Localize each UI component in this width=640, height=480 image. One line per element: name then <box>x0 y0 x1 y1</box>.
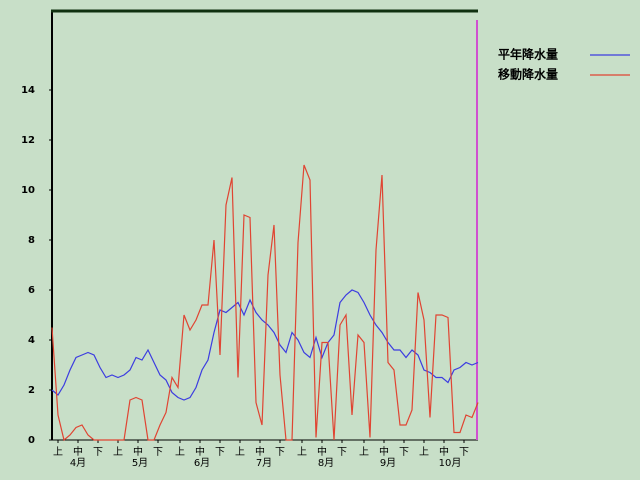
y-tick-label: 2 <box>28 385 35 396</box>
y-tick-label: 6 <box>28 285 35 296</box>
x-tick-label: 上 <box>419 446 429 458</box>
y-tick-label: 12 <box>21 135 35 146</box>
legend-label: 移動降水量 <box>498 67 558 82</box>
x-tick-label: 下 <box>337 447 347 458</box>
series-line <box>51 164 479 442</box>
x-tick-label: 下 <box>215 447 225 458</box>
month-label: 5月 <box>132 457 148 469</box>
x-tick-label: 上 <box>53 446 63 458</box>
legend-label: 平年降水量 <box>498 47 558 62</box>
x-tick-label: 下 <box>399 447 409 458</box>
x-tick-label: 上 <box>359 446 369 458</box>
x-tick-label: 上 <box>175 446 185 458</box>
x-tick-label: 上 <box>235 446 245 458</box>
y-tick-label: 0 <box>28 435 35 446</box>
x-tick-label: 中 <box>255 445 265 458</box>
x-tick-label: 中 <box>317 445 327 458</box>
y-tick-label: 14 <box>21 85 35 96</box>
month-label: 8月 <box>318 457 334 469</box>
x-tick-label: 下 <box>153 447 163 458</box>
x-tick-label: 中 <box>73 445 83 458</box>
x-tick-label: 中 <box>133 445 143 458</box>
x-tick-label: 下 <box>275 447 285 458</box>
month-label: 6月 <box>194 457 210 469</box>
month-label: 9月 <box>380 457 396 469</box>
series-line <box>51 289 479 401</box>
month-label: 7月 <box>256 457 272 469</box>
y-tick-label: 8 <box>28 235 35 246</box>
y-tick-label: 4 <box>28 335 35 346</box>
x-tick-label: 中 <box>439 445 449 458</box>
y-tick-label: 10 <box>21 185 35 196</box>
x-tick-label: 中 <box>379 445 389 458</box>
x-tick-label: 下 <box>93 447 103 458</box>
x-tick-label: 下 <box>459 447 469 458</box>
x-tick-label: 上 <box>297 446 307 458</box>
month-label: 4月 <box>70 457 86 469</box>
x-tick-label: 中 <box>195 445 205 458</box>
x-tick-label: 上 <box>113 446 123 458</box>
month-label: 10月 <box>439 457 462 469</box>
